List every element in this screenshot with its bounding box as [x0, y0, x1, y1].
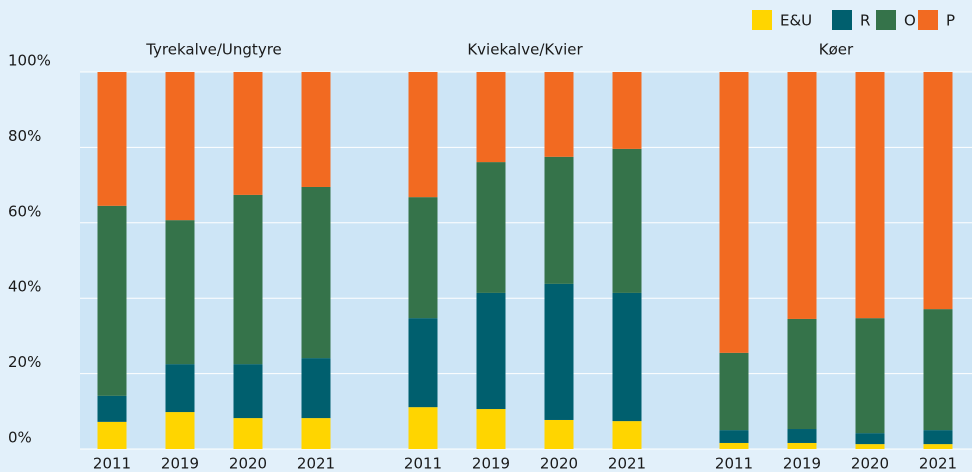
bar-segment [719, 352, 749, 431]
bar-segment [97, 395, 127, 422]
plot-area [80, 72, 972, 449]
x-tick-label: 2019 [783, 455, 821, 472]
bar-segment [855, 444, 885, 449]
bar-segment [476, 72, 506, 163]
x-tick-label: 2011 [404, 455, 442, 472]
bar-segment [233, 72, 263, 195]
bar-segment [787, 72, 817, 319]
legend-label: E&U [780, 12, 812, 30]
bar-segment [301, 358, 331, 419]
bar-segment [612, 72, 642, 149]
legend-swatch [832, 10, 852, 30]
bar-segment [923, 309, 953, 431]
bar-segment [233, 194, 263, 365]
bar-segment [719, 72, 749, 353]
legend-swatch [918, 10, 938, 30]
group-title: Køer [819, 41, 854, 59]
bar-segment [408, 318, 438, 408]
bar-segment [855, 433, 885, 445]
bar-segment [787, 318, 817, 430]
bar-segment [719, 430, 749, 443]
x-tick-label: 2019 [472, 455, 510, 472]
legend-swatch [752, 10, 772, 30]
bar-segment [165, 72, 195, 221]
bar-segment [923, 72, 953, 310]
bar-segment [97, 72, 127, 206]
x-tick-label: 2021 [919, 455, 957, 472]
bar-segment [787, 442, 817, 449]
bar-segment [165, 412, 195, 449]
y-tick-label: 100% [8, 52, 51, 70]
bar-segment [97, 421, 127, 449]
bar-segment [855, 72, 885, 319]
legend-swatch [876, 10, 896, 30]
x-tick-label: 2011 [93, 455, 131, 472]
bar-segment [612, 421, 642, 449]
y-tick-label: 40% [8, 278, 41, 296]
y-tick-label: 20% [8, 353, 41, 371]
bar-segment [408, 72, 438, 198]
x-tick-label: 2021 [297, 455, 335, 472]
bar-segment [612, 292, 642, 422]
bar-segment [544, 72, 574, 157]
bar-segment [544, 156, 574, 284]
bar-segment [476, 409, 506, 449]
x-tick-label: 2020 [229, 455, 267, 472]
y-tick-label: 0% [8, 429, 32, 447]
bar-segment [476, 292, 506, 410]
legend-label: O [904, 12, 916, 30]
bar-segment [544, 283, 574, 420]
bar-segment [544, 419, 574, 449]
bar-segment [408, 197, 438, 319]
legend-label: P [946, 12, 955, 30]
bar-segment [923, 430, 953, 445]
bar-segment [165, 364, 195, 413]
x-tick-label: 2021 [608, 455, 646, 472]
bar-segment [855, 318, 885, 434]
bar-segment [233, 364, 263, 419]
bar-segment [612, 148, 642, 293]
bar-segment [97, 205, 127, 396]
y-tick-label: 80% [8, 127, 41, 145]
legend-label: R [860, 12, 870, 30]
bar-segment [476, 162, 506, 293]
y-tick-label: 60% [8, 202, 41, 220]
x-tick-label: 2019 [161, 455, 199, 472]
x-tick-label: 2020 [540, 455, 578, 472]
bar-segment [408, 407, 438, 449]
x-tick-label: 2020 [851, 455, 889, 472]
x-tick-label: 2011 [715, 455, 753, 472]
group-title: Kviekalve/Kvier [467, 41, 583, 59]
bar-segment [165, 220, 195, 365]
bar-segment [923, 444, 953, 449]
bar-segment [787, 429, 817, 443]
bar-segment [233, 418, 263, 449]
bar-segment [301, 186, 331, 359]
bar-segment [719, 442, 749, 449]
group-title: Tyrekalve/Ungtyre [145, 41, 282, 59]
bar-segment [301, 418, 331, 449]
bar-segment [301, 72, 331, 187]
